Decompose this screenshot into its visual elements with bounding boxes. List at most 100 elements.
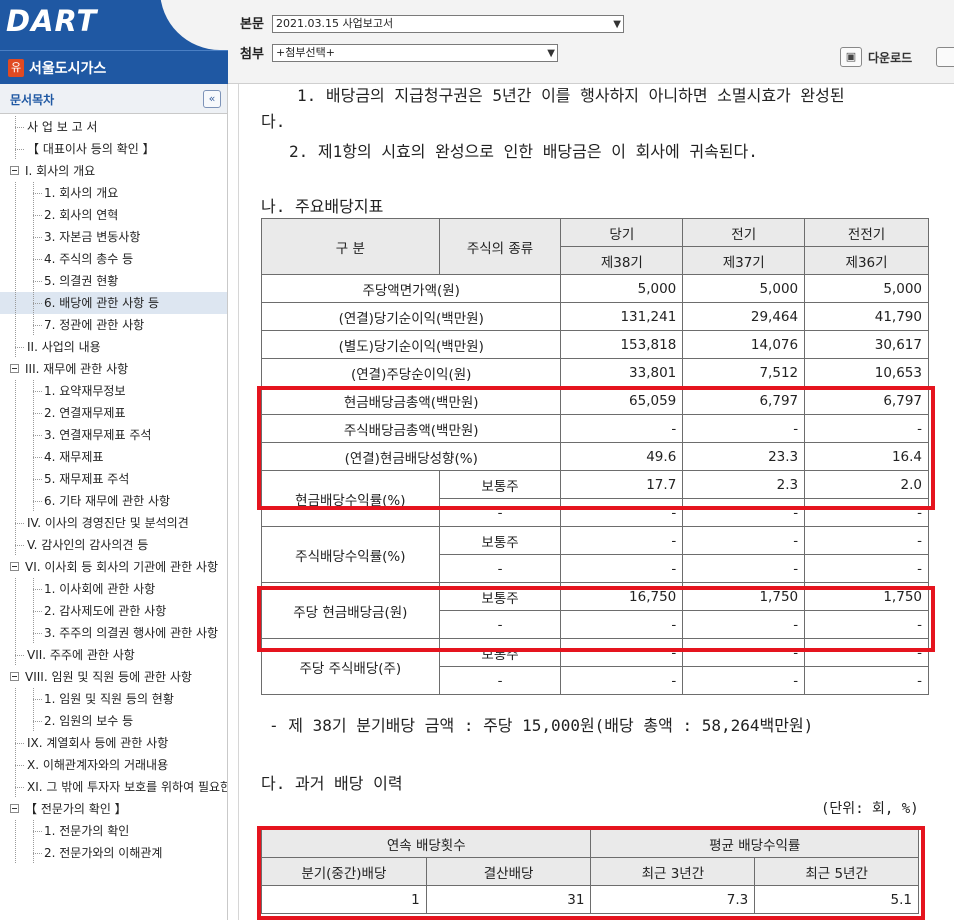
- sidebar-item-label: 6. 기타 재무에 관한 사항: [44, 494, 171, 508]
- toc-sidebar: 문서목차 « 사 업 보 고 서 【 대표이사 등의 확인 】 I. 회사의 개요 1…: [0, 84, 228, 920]
- table-row: 주식배당수익률(%) 보통주 - - -: [261, 526, 929, 583]
- tree-line: [15, 490, 16, 512]
- sidebar-item[interactable]: 6. 배당에 관한 사항 등: [0, 292, 227, 314]
- doc-paragraph: 2. 제1항의 시효의 완성으로 인한 배당금은 이 회사에 귀속된다.: [289, 142, 758, 161]
- table-cell: 14,076: [682, 330, 806, 359]
- sidebar-item[interactable]: VII. 주주에 관한 사항: [0, 644, 227, 666]
- sidebar-item-label: 4. 주식의 총수 등: [44, 252, 134, 266]
- table-cell: 41,790: [804, 302, 929, 331]
- sidebar-item[interactable]: X. 이해관계자와의 거래내용: [0, 754, 227, 776]
- tree-line: [15, 182, 16, 204]
- sidebar-item[interactable]: IX. 계열회사 등에 관한 사항: [0, 732, 227, 754]
- sidebar-item-label: 2. 감사제도에 관한 사항: [44, 604, 167, 618]
- print-icon[interactable]: [936, 47, 954, 67]
- tree-collapse-icon[interactable]: [10, 562, 19, 571]
- tree-line: [33, 325, 42, 326]
- main-doc-select[interactable]: 2021.03.15 사업보고서 ▼: [272, 15, 624, 33]
- table-row: 주당 주식배당(주) 보통주 - - -: [261, 638, 929, 695]
- tree-line: [33, 611, 42, 612]
- sidebar-item[interactable]: 3. 주주의 의결권 행사에 관한 사항: [0, 622, 227, 644]
- sidebar-item[interactable]: 1. 회사의 개요: [0, 182, 227, 204]
- sidebar-item[interactable]: 사 업 보 고 서: [0, 116, 227, 138]
- tree-line: [33, 303, 42, 304]
- tree-line: [33, 215, 42, 216]
- sidebar-item-label: I. 회사의 개요: [25, 164, 96, 178]
- sidebar-item[interactable]: 【 대표이사 등의 확인 】: [0, 138, 227, 160]
- sidebar-item[interactable]: 1. 임원 및 직원 등의 현황: [0, 688, 227, 710]
- sidebar-item[interactable]: II. 사업의 내용: [0, 336, 227, 358]
- table-cell: -: [560, 554, 684, 583]
- tree-line: [33, 457, 42, 458]
- sidebar-item[interactable]: VI. 이사회 등 회사의 기관에 관한 사항: [0, 556, 227, 578]
- main-doc-label: 본문: [240, 17, 264, 32]
- col-header: 제36기: [804, 246, 929, 275]
- highlight-box-per-share-dividend: [257, 586, 935, 652]
- table-cell: 5,000: [682, 274, 806, 303]
- tree-collapse-icon[interactable]: [10, 166, 19, 175]
- tree-line: [15, 248, 16, 270]
- sidebar-item-label: VI. 이사회 등 회사의 기관에 관한 사항: [25, 560, 219, 574]
- sidebar-item[interactable]: 2. 임원의 보수 등: [0, 710, 227, 732]
- sidebar-item-label: 2. 전문가와의 이해관계: [44, 846, 163, 860]
- sidebar-item[interactable]: 1. 전문가의 확인: [0, 820, 227, 842]
- sidebar-item[interactable]: 5. 의결권 현황: [0, 270, 227, 292]
- table-cell: -: [560, 666, 684, 695]
- table-cell: 주식배당금총액(백만원): [260, 414, 562, 443]
- sidebar-item-label: 2. 연결재무제표: [44, 406, 126, 420]
- sidebar-item[interactable]: 2. 연결재무제표: [0, 402, 227, 424]
- sidebar-item[interactable]: V. 감사인의 감사의견 등: [0, 534, 227, 556]
- download-button[interactable]: ▣ 다운로드: [840, 46, 912, 68]
- sidebar-item[interactable]: 4. 주식의 총수 등: [0, 248, 227, 270]
- sidebar-item[interactable]: XI. 그 밖에 투자자 보호를 위하여 필요한 사항: [0, 776, 227, 798]
- tree-line: [33, 853, 42, 854]
- tree-line: [33, 391, 42, 392]
- attach-label: 첨부: [240, 47, 264, 62]
- tree-line: [15, 655, 25, 656]
- table-cell: 65,059: [560, 386, 684, 415]
- sidebar-item[interactable]: VIII. 임원 및 직원 등에 관한 사항: [0, 666, 227, 688]
- sidebar-item-label: IV. 이사의 경영진단 및 분석의견: [27, 516, 189, 530]
- tree-line: [15, 600, 16, 622]
- tree-collapse-icon[interactable]: [10, 804, 19, 813]
- sidebar-item[interactable]: 3. 연결재무제표 주석: [0, 424, 227, 446]
- table-cell: (연결)당기순이익(백만원): [260, 302, 562, 331]
- save-disk-icon: ▣: [840, 47, 862, 67]
- sidebar-item-label: 3. 주주의 의결권 행사에 관한 사항: [44, 626, 219, 640]
- attach-select[interactable]: +첨부선택+ ▼: [272, 44, 558, 62]
- sidebar-item[interactable]: 2. 감사제도에 관한 사항: [0, 600, 227, 622]
- sidebar-item[interactable]: 2. 회사의 연혁: [0, 204, 227, 226]
- highlight-box-dividend-history: [257, 826, 925, 920]
- table-cell: 10,653: [804, 358, 929, 387]
- tree-line: [33, 501, 42, 502]
- sidebar-item[interactable]: IV. 이사의 경영진단 및 분석의견: [0, 512, 227, 534]
- sidebar-item[interactable]: 6. 기타 재무에 관한 사항: [0, 490, 227, 512]
- sidebar-item[interactable]: 1. 이사회에 관한 사항: [0, 578, 227, 600]
- table-cell: -: [560, 638, 684, 667]
- toc-title: 문서목차: [10, 93, 55, 107]
- collapse-sidebar-icon[interactable]: «: [203, 90, 221, 108]
- table-cell: (연결)현금배당성향(%): [260, 442, 562, 471]
- table-header-row: 구 분 주식의 종류 당기 전기 전전기: [261, 218, 929, 275]
- tree-line: [15, 523, 25, 524]
- dart-logo[interactable]: DART: [6, 4, 98, 38]
- chevron-down-icon: ▼: [547, 48, 555, 59]
- company-name: 서울도시가스: [29, 61, 107, 77]
- sidebar-item[interactable]: III. 재무에 관한 사항: [0, 358, 227, 380]
- sidebar-item[interactable]: 1. 요약재무정보: [0, 380, 227, 402]
- tree-collapse-icon[interactable]: [10, 364, 19, 373]
- sidebar-item[interactable]: 2. 전문가와의 이해관계: [0, 842, 227, 864]
- company-market-icon: 유: [8, 59, 24, 77]
- sidebar-item[interactable]: 4. 재무제표: [0, 446, 227, 468]
- sidebar-item[interactable]: 5. 재무제표 주석: [0, 468, 227, 490]
- tree-line: [33, 193, 42, 194]
- table-cell: 33,801: [560, 358, 684, 387]
- sidebar-item[interactable]: 3. 자본금 변동사항: [0, 226, 227, 248]
- sidebar-item[interactable]: 7. 정관에 관한 사항: [0, 314, 227, 336]
- table-row: (별도)당기순이익(백만원) 153,818 14,076 30,617: [260, 330, 929, 359]
- sidebar-item[interactable]: 【 전문가의 확인 】: [0, 798, 227, 820]
- tree-collapse-icon[interactable]: [10, 672, 19, 681]
- table-cell: 31: [425, 885, 592, 914]
- table-header-row: 분기(중간)배당 결산배당 최근 3년간 최근 5년간: [261, 857, 919, 886]
- sidebar-item[interactable]: I. 회사의 개요: [0, 160, 227, 182]
- table-cell: 5,000: [560, 274, 684, 303]
